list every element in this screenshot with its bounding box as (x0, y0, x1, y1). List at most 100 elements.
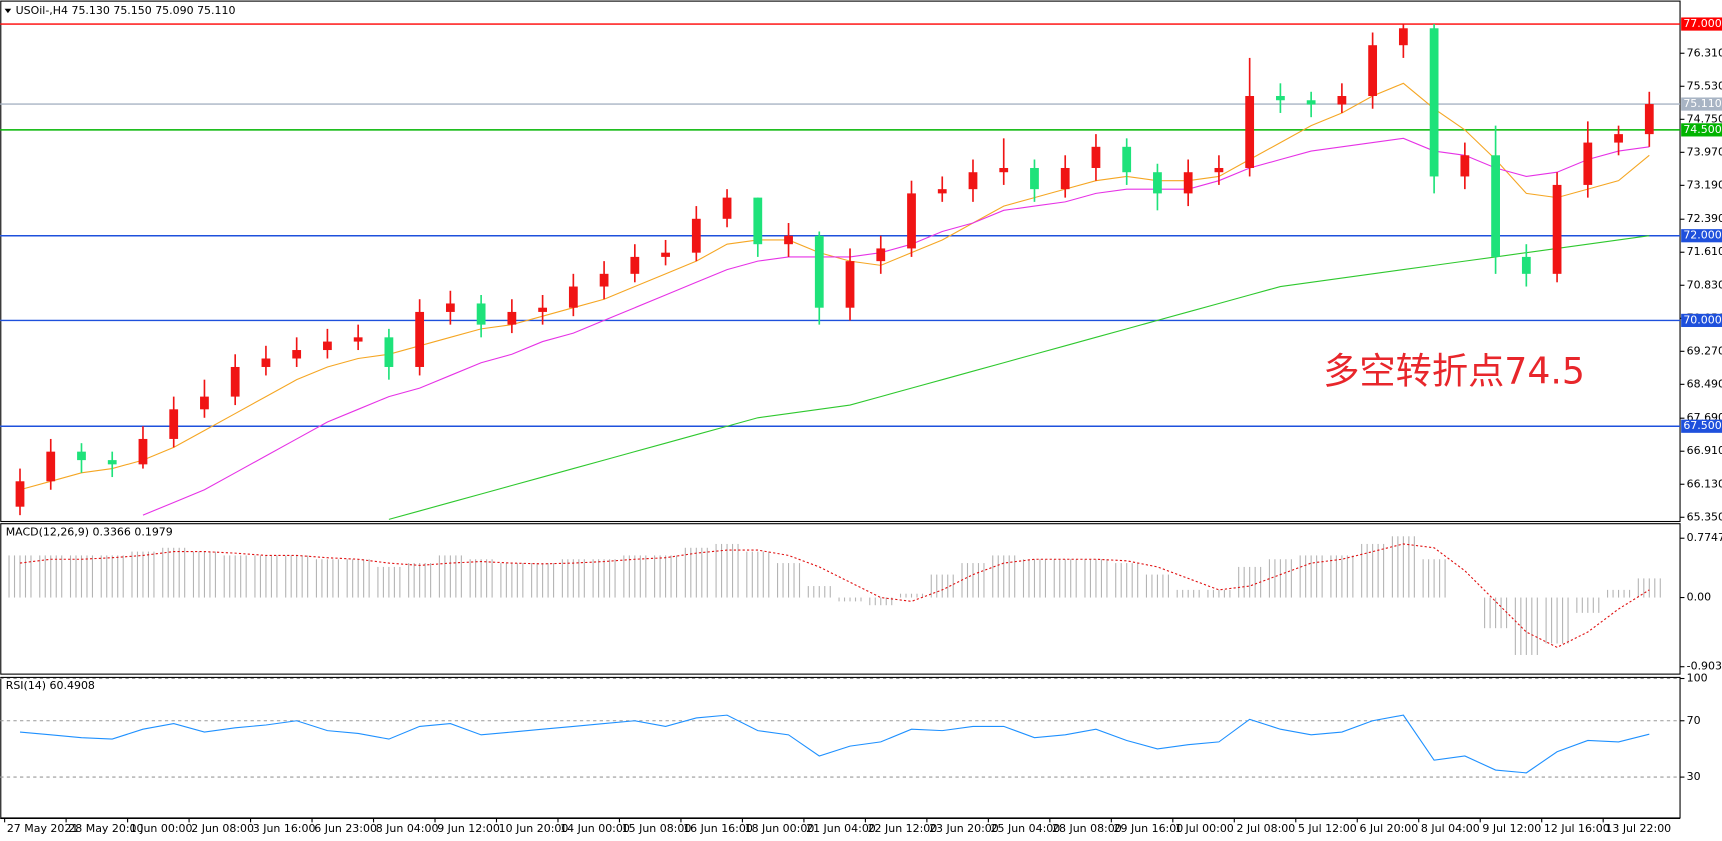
x-tick-label: 3 Jun 16:00 (253, 822, 316, 835)
y-tick-label: 100 (1687, 672, 1708, 685)
indicator-header: MACD(12,26,9) 0.3366 0.1979 (6, 525, 173, 538)
candle-body (876, 248, 886, 262)
candle-body (1491, 155, 1500, 257)
x-tick-label: 6 Jul 20:00 (1359, 822, 1418, 835)
x-tick-label: 1 Jun 00:00 (130, 822, 193, 835)
y-tick-label: 66.130 (1687, 477, 1722, 490)
annotation: 多空转折点74.5 (1323, 349, 1585, 392)
x-tick-label: 29 Jun 16:00 (1114, 822, 1184, 835)
x-tick-label: 13 Jul 22:00 (1605, 822, 1671, 835)
candle-body (999, 167, 1009, 173)
candle-body (507, 311, 517, 325)
candle-body (691, 218, 701, 253)
price-level-tag (1681, 97, 1722, 111)
price-level-label: 74.500 (1683, 123, 1721, 136)
y-tick-label: 74.750 (1687, 112, 1722, 125)
y-tick-label: 72.390 (1687, 212, 1722, 225)
candle-body (138, 438, 148, 465)
candle-body (292, 350, 302, 359)
y-tick-label: 30 (1687, 770, 1701, 783)
x-tick-label: 21 Jun 04:00 (806, 822, 876, 835)
candle-body (1398, 28, 1408, 46)
candle-body (353, 337, 363, 342)
candle-body (1368, 45, 1378, 97)
x-tick-label: 18 Jun 00:00 (745, 822, 815, 835)
y-tick-label: 73.970 (1687, 145, 1722, 158)
candle-body (814, 235, 824, 308)
price-level-tag (1681, 229, 1722, 243)
candle-body (753, 197, 763, 245)
y-tick-label: 75.530 (1687, 79, 1722, 92)
candle-body (1460, 155, 1470, 177)
indicator-header: RSI(14) 60.4908 (6, 679, 95, 692)
price-level-label: 72.000 (1683, 229, 1721, 242)
candle-body (722, 197, 732, 219)
x-tick-label: 8 Jul 04:00 (1421, 822, 1480, 835)
candle-body (261, 358, 271, 367)
candle-body (476, 303, 486, 325)
candle-body (1214, 167, 1224, 173)
candle-body (968, 172, 978, 190)
candle-body (845, 261, 855, 308)
y-tick-label: 0.00 (1687, 591, 1711, 604)
menu-arrow (4, 8, 12, 14)
panel-frame (0, 0, 1681, 523)
x-tick-label: 9 Jul 12:00 (1482, 822, 1541, 835)
candle-body (415, 311, 425, 367)
candle-body (1644, 104, 1654, 135)
x-tick-label: 8 Jun 04:00 (376, 822, 439, 835)
candle-body (1245, 96, 1255, 168)
candle-body (200, 396, 209, 410)
x-tick-label: 16 Jun 16:00 (683, 822, 753, 835)
candle-body (1122, 146, 1132, 173)
candle-body (1521, 256, 1531, 274)
rsi-line (19, 714, 1650, 774)
candle-body (107, 460, 117, 465)
y-tick-label: 0.7747 (1687, 531, 1722, 544)
candle-body (1306, 100, 1316, 105)
price-level-label: 75.110 (1683, 97, 1721, 110)
candle-body (1153, 172, 1162, 194)
candle-body (1183, 172, 1193, 194)
candle-body (784, 235, 793, 245)
price-level-tag (1681, 419, 1722, 433)
moving-average (142, 137, 1650, 516)
candle-body (230, 366, 240, 397)
x-tick-label: 5 Jul 12:00 (1298, 822, 1357, 835)
y-tick-label: 70.830 (1687, 278, 1722, 291)
candle-body (1060, 167, 1070, 190)
x-tick-label: 23 Jun 20:00 (929, 822, 999, 835)
candle-body (169, 409, 179, 439)
x-tick-label: 28 Jun 08:00 (1052, 822, 1122, 835)
x-tick-label: 28 May 20:00 (68, 822, 143, 835)
price-level-tag (1681, 313, 1722, 327)
macd-signal (19, 543, 1650, 648)
candle-body (1614, 134, 1623, 143)
y-tick-label: 76.310 (1687, 46, 1722, 59)
price-level-tag (1681, 17, 1722, 31)
x-tick-label: 2 Jul 08:00 (1236, 822, 1295, 835)
candle-body (1429, 28, 1439, 177)
x-tick-label: 27 May 2021 (7, 822, 79, 835)
x-tick-label: 15 Jun 08:00 (622, 822, 692, 835)
candle-body (568, 286, 578, 308)
candle-body (15, 481, 25, 507)
y-tick-label: 68.490 (1687, 377, 1722, 390)
candle-body (538, 307, 547, 312)
candle-body (384, 337, 394, 367)
x-tick-label: 22 Jun 12:00 (868, 822, 938, 835)
candle-body (77, 451, 86, 461)
x-tick-label: 1 Jul 00:00 (1175, 822, 1234, 835)
price-level-label: 70.000 (1683, 313, 1721, 326)
price-level-tag (1681, 123, 1722, 137)
chart-header: USOil-,H4 75.130 75.150 75.090 75.110 (16, 4, 236, 17)
candle-body (46, 451, 56, 482)
candle-body (1583, 142, 1593, 185)
x-tick-label: 25 Jun 04:00 (991, 822, 1061, 835)
x-tick-label: 9 Jun 12:00 (437, 822, 500, 835)
candle-body (1276, 96, 1285, 101)
price-level-label: 67.500 (1683, 419, 1721, 432)
x-tick-label: 14 Jun 00:00 (560, 822, 630, 835)
